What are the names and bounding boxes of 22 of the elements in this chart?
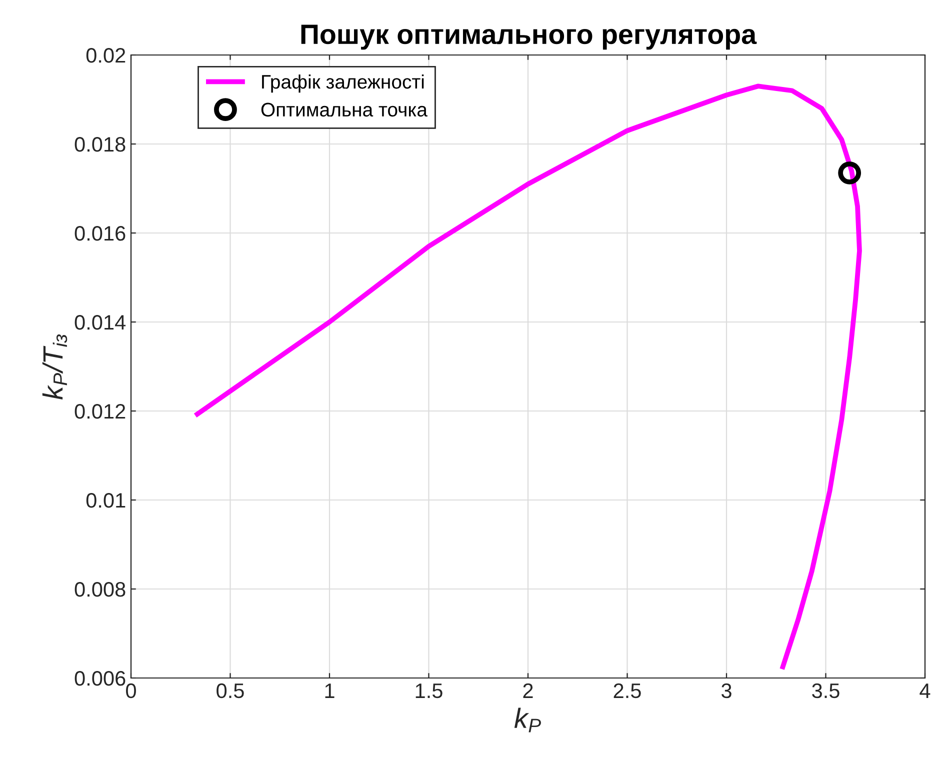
x-tick-label: 1.5 [416, 684, 442, 698]
x-tick-label: 4 [920, 684, 930, 698]
y-axis-title: k$_{P}$/T$_{із}$ [42, 334, 68, 400]
x-tick-label: 2.5 [614, 683, 641, 698]
legend-label: Графік залежності [262, 74, 424, 93]
y-tick-label: 0.02 [86, 48, 126, 63]
y-tick-label: 0.01 [86, 493, 126, 508]
x-tick-label: 0 [126, 683, 136, 698]
y-tick-label: 0.014 [74, 315, 126, 330]
x-axis-title: k$_{P}$ [514, 708, 541, 732]
y-tick-label: 0.016 [74, 226, 126, 241]
x-tick-label: 1 [325, 684, 334, 698]
legend-label: Оптимальна точка [261, 102, 428, 117]
x-tick-label: 3.5 [812, 683, 840, 698]
chart-title: Пошук оптимального регулятора [301, 24, 757, 50]
x-tick-label: 0.5 [216, 683, 244, 698]
y-tick-label: 0.008 [74, 582, 126, 597]
y-tick-label: 0.012 [74, 404, 126, 419]
y-tick-label: 0.018 [74, 137, 126, 152]
x-tick-label: 2 [523, 683, 533, 698]
x-tick-label: 3 [722, 683, 732, 698]
y-tick-label: 0.006 [74, 671, 126, 686]
